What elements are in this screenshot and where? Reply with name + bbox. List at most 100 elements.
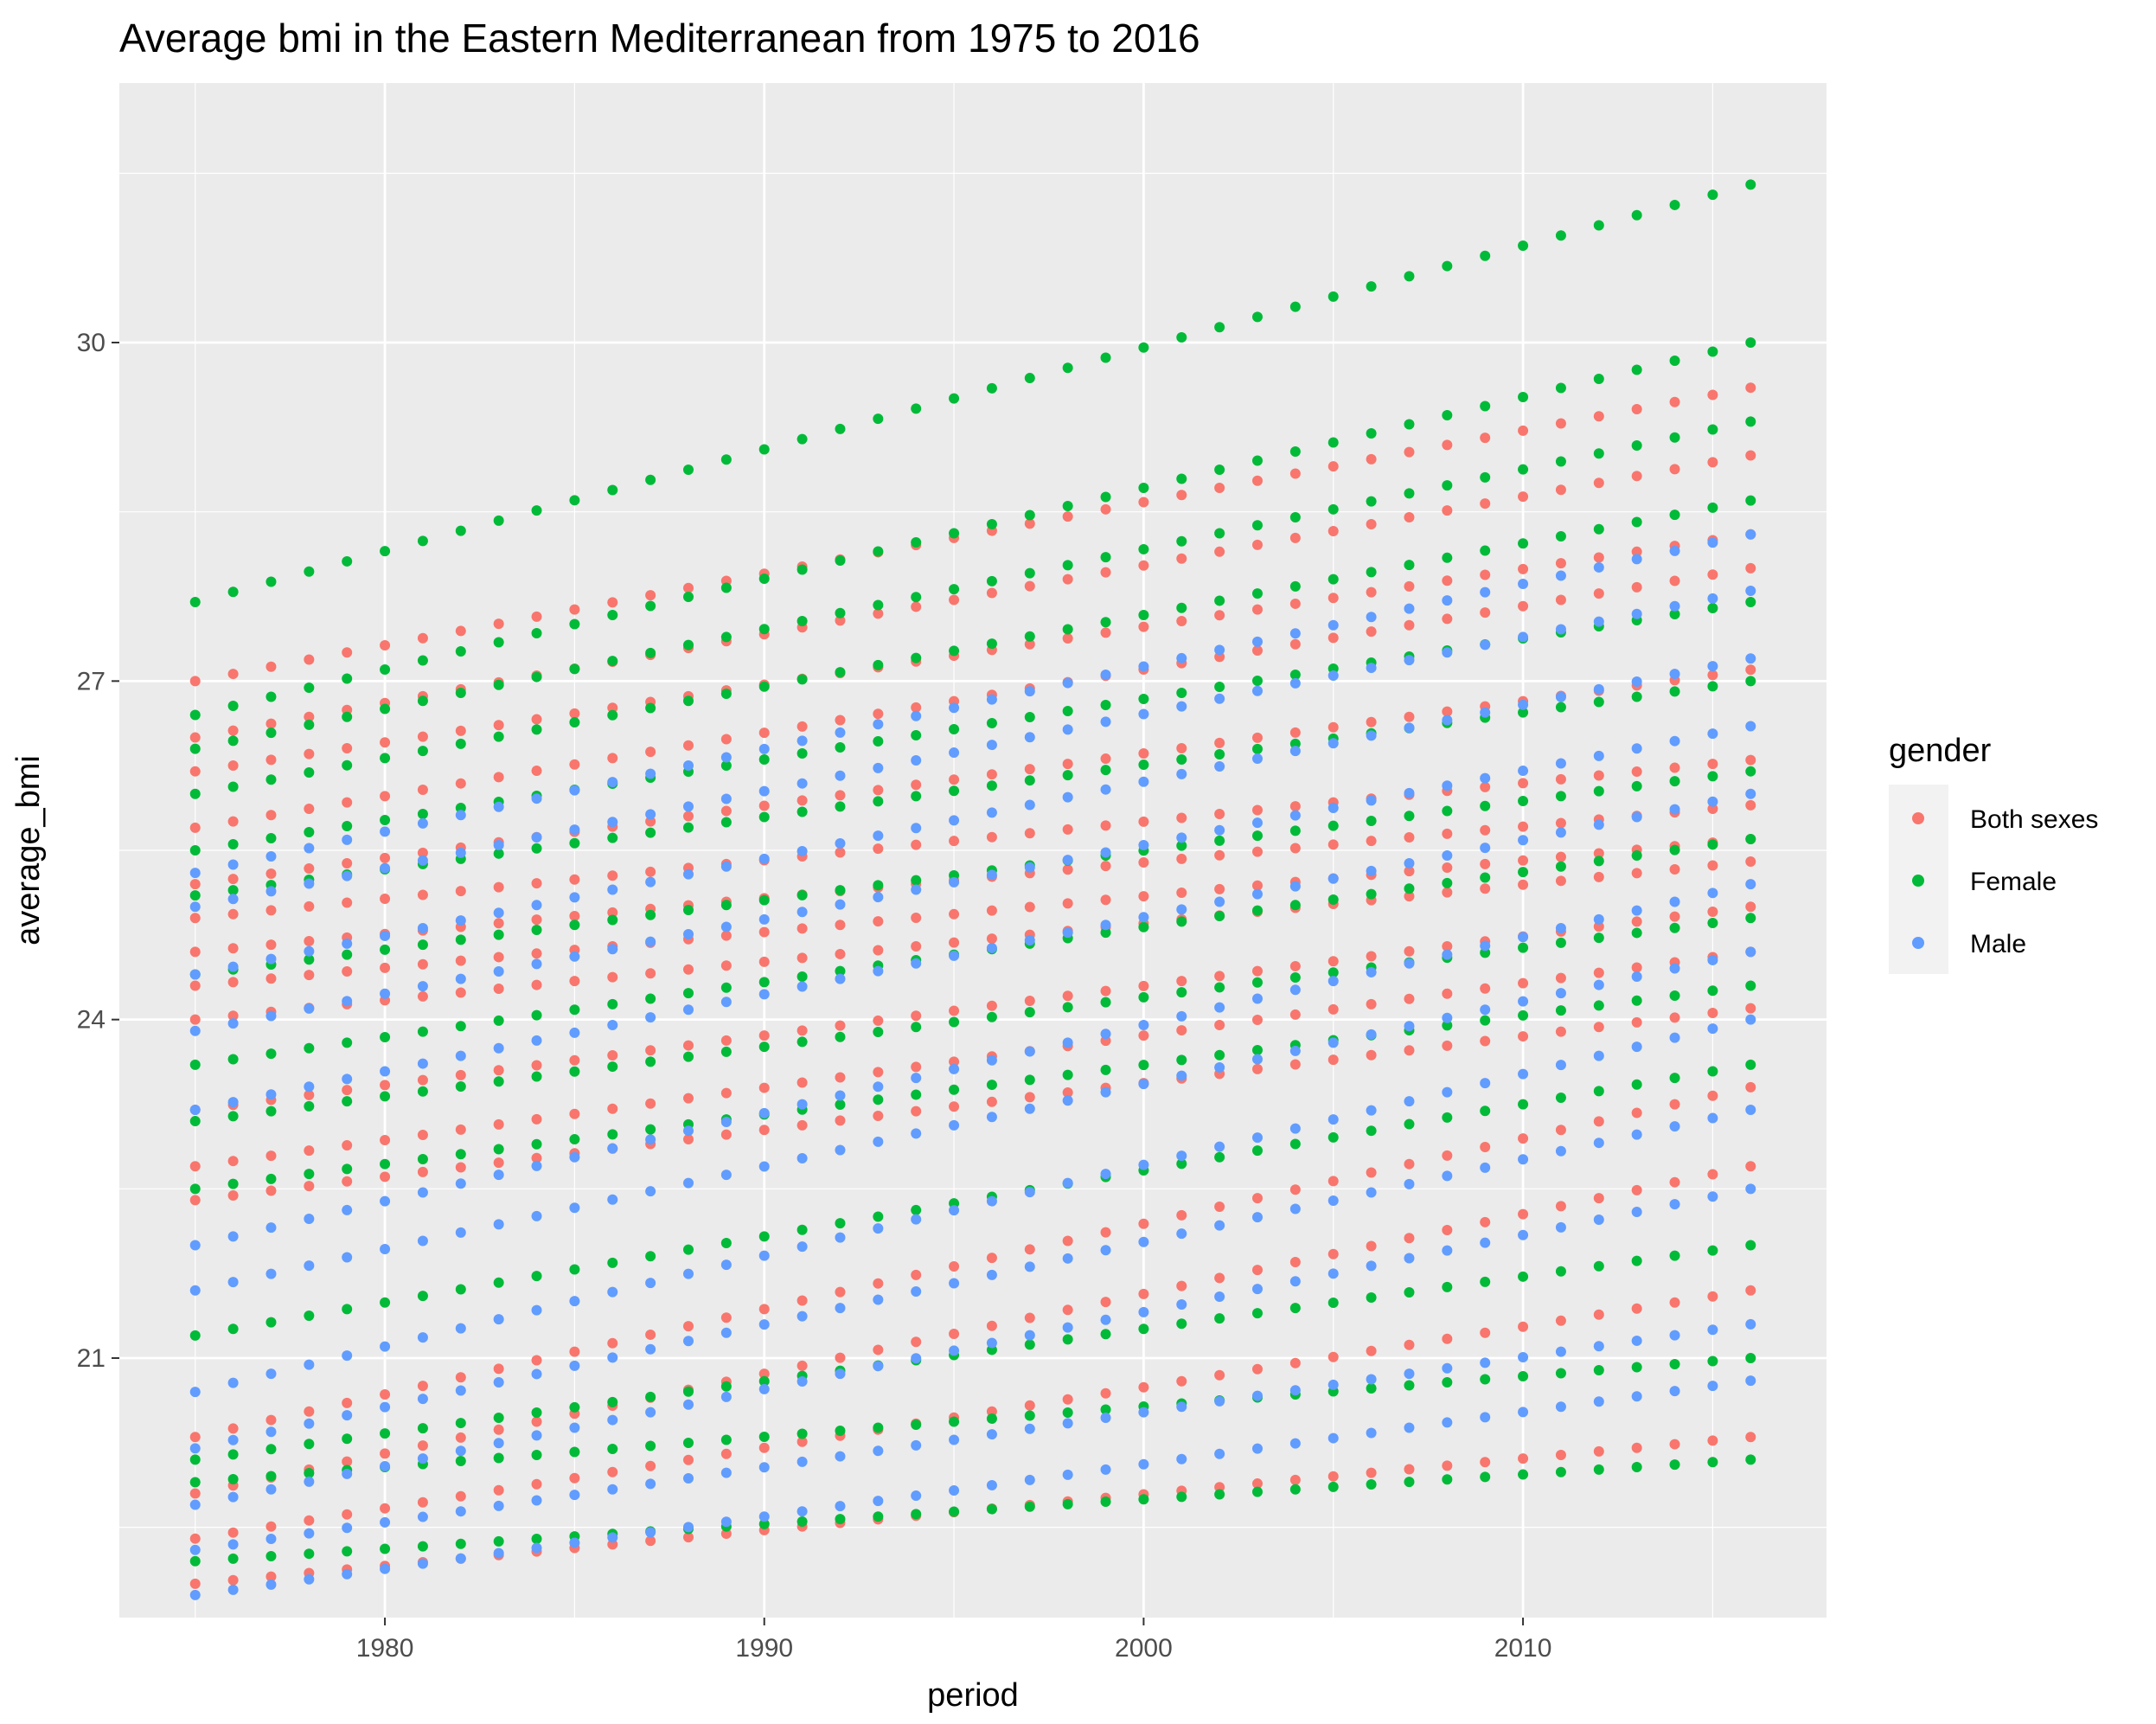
- data-point: [417, 981, 428, 992]
- data-point: [645, 1440, 656, 1452]
- data-point: [1745, 1105, 1756, 1116]
- data-point: [1366, 1049, 1377, 1061]
- data-point: [949, 724, 960, 735]
- data-point: [1480, 471, 1491, 483]
- data-point: [1214, 760, 1225, 772]
- data-point: [380, 737, 391, 748]
- data-point: [1631, 743, 1642, 754]
- data-point: [835, 1352, 846, 1363]
- data-point: [1289, 746, 1301, 757]
- data-point: [266, 1368, 277, 1380]
- data-point: [1745, 337, 1756, 349]
- data-point: [1593, 477, 1604, 489]
- data-point: [380, 703, 391, 715]
- data-point: [1555, 937, 1566, 948]
- data-point: [1289, 960, 1301, 971]
- data-point: [1214, 1369, 1225, 1381]
- data-point: [1214, 482, 1225, 493]
- data-point: [873, 1211, 884, 1222]
- data-point: [266, 1414, 277, 1426]
- data-point: [1176, 768, 1187, 779]
- data-point: [1442, 1376, 1453, 1388]
- data-point: [1745, 495, 1756, 506]
- data-point: [455, 1538, 466, 1549]
- data-point: [986, 1337, 997, 1349]
- data-point: [1062, 1177, 1073, 1189]
- data-point: [417, 958, 428, 970]
- data-point: [342, 1096, 353, 1107]
- data-point: [683, 695, 694, 707]
- data-point: [1328, 873, 1339, 884]
- x-tick-label: 1990: [735, 1634, 793, 1663]
- data-point: [342, 1163, 353, 1175]
- data-point: [645, 1012, 656, 1023]
- data-point: [455, 1069, 466, 1080]
- data-point: [911, 1022, 922, 1033]
- data-point: [758, 1319, 770, 1330]
- data-point: [873, 762, 884, 773]
- data-point: [1404, 560, 1415, 571]
- data-point: [266, 1484, 277, 1495]
- data-point: [607, 971, 618, 983]
- data-point: [304, 1310, 315, 1321]
- data-point: [1442, 1150, 1453, 1161]
- data-point: [531, 1495, 542, 1506]
- data-point: [1480, 1276, 1491, 1287]
- data-point: [1555, 1026, 1566, 1037]
- data-point: [911, 754, 922, 766]
- data-point: [417, 1394, 428, 1405]
- data-point: [189, 890, 201, 901]
- data-point: [227, 908, 239, 920]
- data-point: [417, 1153, 428, 1164]
- data-point: [1289, 532, 1301, 543]
- data-point: [683, 1244, 694, 1255]
- data-point: [1138, 1030, 1149, 1041]
- data-point: [835, 920, 846, 931]
- data-point: [1214, 982, 1225, 993]
- data-point: [1214, 1020, 1225, 1031]
- data-point: [1289, 1138, 1301, 1150]
- data-point: [986, 382, 997, 394]
- data-point: [304, 1260, 315, 1272]
- data-point: [1669, 199, 1680, 210]
- data-point: [1289, 825, 1301, 836]
- data-point: [189, 1589, 201, 1600]
- data-point: [873, 736, 884, 747]
- data-point: [1480, 1141, 1491, 1152]
- data-point: [493, 1438, 504, 1449]
- data-point: [1138, 816, 1149, 827]
- data-point: [1631, 691, 1642, 702]
- data-point: [380, 1195, 391, 1207]
- data-point: [1480, 1162, 1491, 1173]
- data-point: [455, 803, 466, 814]
- data-point: [1214, 1141, 1225, 1152]
- data-point: [417, 695, 428, 707]
- data-point: [1404, 1368, 1415, 1380]
- data-point: [1442, 260, 1453, 272]
- data-point: [1214, 1291, 1225, 1303]
- data-point: [607, 1050, 618, 1061]
- data-point: [1024, 1339, 1035, 1350]
- data-point: [683, 1134, 694, 1145]
- data-point: [1555, 1368, 1566, 1379]
- data-point: [1328, 1379, 1339, 1390]
- data-point: [949, 836, 960, 847]
- data-point: [720, 1087, 732, 1099]
- data-point: [1138, 891, 1149, 902]
- data-point: [1480, 940, 1491, 952]
- data-point: [569, 1401, 580, 1413]
- data-point: [304, 970, 315, 981]
- data-point: [1328, 593, 1339, 604]
- data-point: [455, 1149, 466, 1160]
- data-point: [1214, 1220, 1225, 1231]
- data-point: [758, 800, 770, 811]
- data-point: [1555, 1449, 1566, 1460]
- data-point: [342, 1433, 353, 1445]
- data-point: [1707, 917, 1718, 928]
- data-point: [797, 1456, 808, 1467]
- data-point: [342, 1073, 353, 1085]
- data-point: [1328, 503, 1339, 515]
- data-point: [1214, 1448, 1225, 1459]
